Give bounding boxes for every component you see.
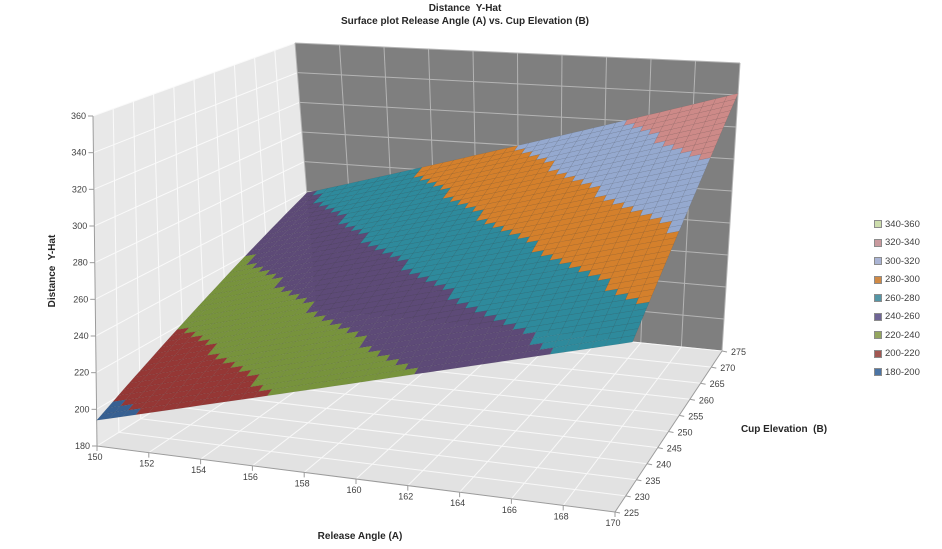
legend-item: 340-360 [874, 215, 920, 234]
y-tick-label: 300 [72, 221, 87, 231]
legend-item: 180-200 [874, 363, 920, 382]
x-tick-label: 168 [554, 511, 569, 521]
legend: 340-360 320-340 300-320 280-300 260-280 240-2… [874, 215, 920, 382]
depth-tick-label: 250 [678, 428, 693, 438]
y-tick-label: 200 [75, 404, 90, 414]
legend-swatch-icon [874, 312, 882, 321]
y-tick-label: 220 [74, 368, 89, 378]
legend-item: 240-260 [874, 308, 920, 327]
legend-item: 320-340 [874, 234, 920, 253]
chart-subtitle: Surface plot Release Angle (A) vs. Cup E… [340, 16, 589, 27]
y-tick-label: 180 [75, 441, 90, 451]
x-tick-label: 162 [398, 492, 413, 502]
y-tick-label: 320 [72, 184, 87, 194]
legend-swatch-icon [874, 294, 882, 303]
depth-tick-label: 260 [699, 395, 714, 405]
depth-tick-label: 235 [645, 476, 660, 486]
legend-swatch-icon [874, 331, 882, 340]
x-tick-label: 156 [243, 472, 258, 482]
depth-tick-label: 225 [624, 508, 639, 518]
legend-swatch-icon [874, 368, 882, 377]
x-tick-label: 150 [87, 452, 102, 462]
depth-tick-label: 230 [635, 492, 650, 502]
depth-tick-label: 255 [688, 411, 703, 421]
x-axis-title: Release Angle (A) [317, 531, 403, 542]
legend-item: 300-320 [874, 252, 920, 271]
legend-item: 280-300 [874, 271, 920, 290]
depth-axis-title: Cup Elevation (B) [740, 424, 828, 435]
legend-swatch-icon [874, 238, 882, 247]
y-tick-label: 360 [71, 111, 86, 121]
depth-tick-label: 245 [667, 444, 682, 454]
axis-labels: 180 200 220 240 260 280 300 320 340 360 150 152 154 1… [71, 111, 746, 528]
x-tick-label: 164 [450, 498, 465, 508]
x-tick-label: 166 [502, 505, 517, 515]
x-tick-label: 160 [346, 485, 361, 495]
legend-label: 340-360 [885, 218, 920, 230]
chart-title: Distance Y-Hat [428, 3, 502, 14]
legend-label: 260-280 [885, 292, 920, 304]
legend-label: 240-260 [885, 311, 920, 323]
axes [88, 115, 728, 517]
legend-label: 300-320 [885, 255, 920, 267]
depth-tick-label: 270 [720, 363, 735, 373]
legend-swatch-icon [874, 349, 882, 358]
legend-item: 220-240 [874, 326, 920, 345]
y-tick-label: 340 [71, 148, 86, 158]
y-tick-label: 280 [73, 258, 88, 268]
depth-tick-label: 275 [731, 347, 746, 357]
y-axis-title: Distance Y-Hat [47, 234, 58, 308]
legend-item: 260-280 [874, 289, 920, 308]
legend-item: 200-220 [874, 345, 920, 364]
legend-swatch-icon [874, 220, 882, 229]
y-tick-label: 240 [74, 331, 89, 341]
legend-label: 220-240 [885, 329, 920, 341]
surface [96, 93, 739, 421]
x-tick-label: 154 [191, 465, 206, 475]
x-tick-label: 170 [605, 518, 620, 528]
depth-tick-label: 265 [710, 379, 725, 389]
legend-swatch-icon [874, 257, 882, 266]
legend-label: 280-300 [885, 274, 920, 286]
depth-tick-label: 240 [656, 460, 671, 470]
legend-swatch-icon [874, 275, 882, 284]
x-tick-label: 152 [139, 459, 154, 469]
y-tick-label: 260 [73, 294, 88, 304]
legend-label: 320-340 [885, 237, 920, 249]
legend-label: 180-200 [885, 366, 920, 378]
legend-label: 200-220 [885, 348, 920, 360]
x-tick-label: 158 [295, 478, 310, 488]
